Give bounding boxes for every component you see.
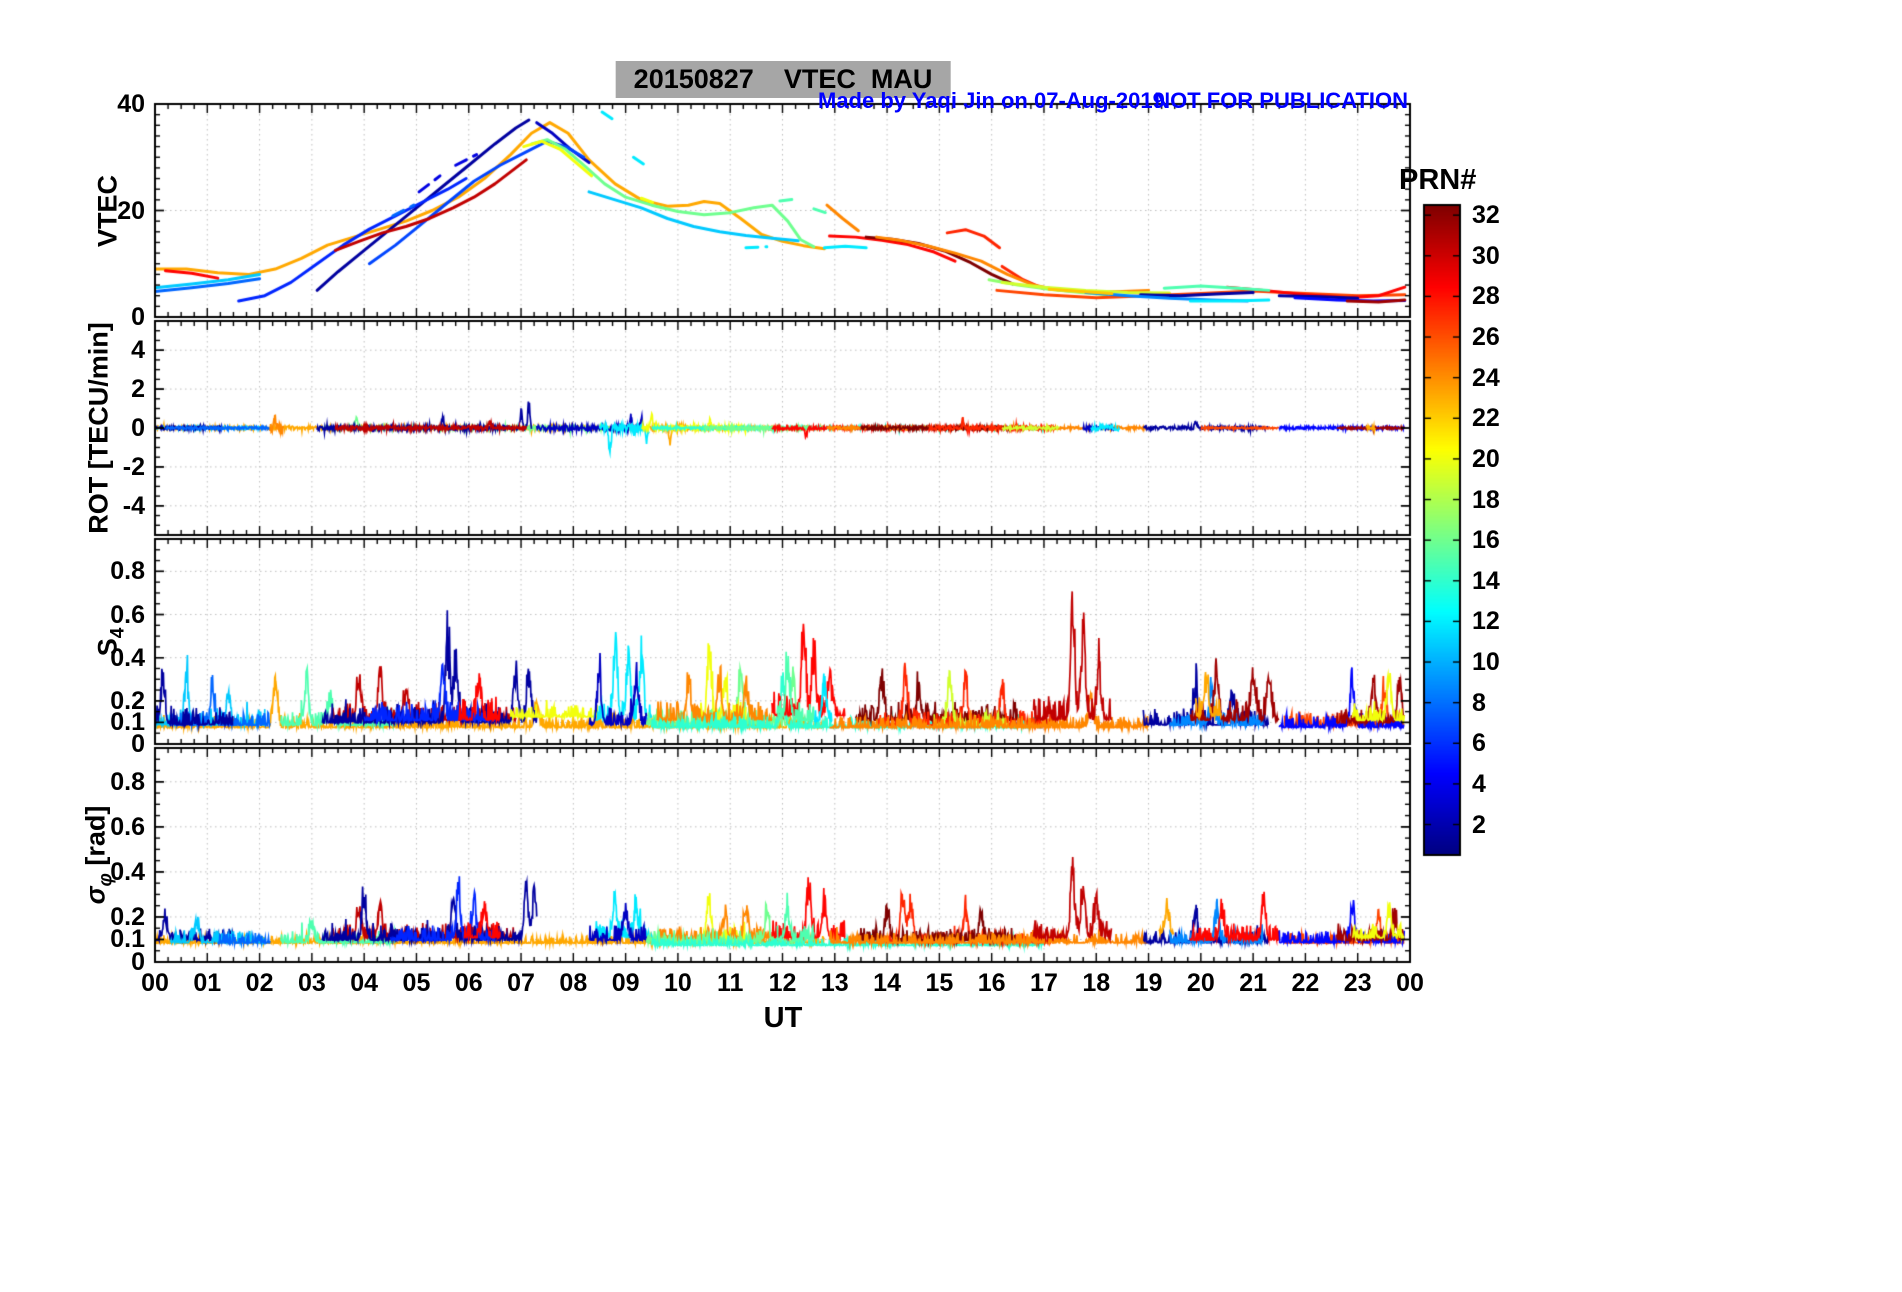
x-tick-label: 00 (141, 969, 169, 997)
x-tick-label: 18 (1082, 969, 1111, 997)
colorbar-tick-label: 10 (1472, 648, 1500, 677)
made-by-note: Made by Yaqi Jin on 07-Aug-2019 (818, 88, 1165, 113)
colorbar-canvas (1422, 203, 1462, 857)
sigma_phi-ytick-label: 0 (131, 948, 145, 976)
not-for-publication-note: NOT FOR PUBLICATION (1154, 88, 1408, 113)
s4-ytick-label: 0.4 (110, 643, 145, 672)
colorbar-tick-label: 32 (1472, 201, 1500, 230)
rot-ytick-label: 4 (131, 336, 145, 365)
x-tick-label: 07 (507, 969, 535, 997)
colorbar-tick-label: 24 (1472, 363, 1500, 392)
colorbar-tick-label: 18 (1472, 485, 1500, 514)
x-tick-label: 19 (1134, 969, 1163, 997)
vtec-ytick-label: 0 (131, 303, 145, 331)
x-tick-label: 10 (664, 969, 692, 997)
x-tick-label: 11 (716, 969, 744, 997)
x-tick-label: 20 (1186, 969, 1215, 997)
colorbar-tick-label: 8 (1472, 688, 1486, 717)
x-tick-label: 21 (1239, 969, 1268, 997)
vtec-ytick-label: 20 (117, 196, 145, 225)
x-tick-label: 00 (1396, 969, 1424, 997)
x-tick-label: 05 (402, 969, 431, 997)
rot-ytick-label: 2 (131, 375, 145, 404)
x-tick-label: 02 (245, 969, 274, 997)
sigma_phi-ytick-label: 0.1 (110, 925, 145, 954)
s4-ytick-label: 0.1 (110, 708, 145, 737)
colorbar-tick-label: 16 (1472, 526, 1500, 555)
x-tick-label: 15 (925, 969, 954, 997)
rot-ytick-label: -2 (122, 452, 145, 481)
s4-ytick-label: 0.6 (110, 600, 145, 629)
x-tick-label: 17 (1030, 969, 1058, 997)
rot-axis-label: ROT [TECU/min] (83, 322, 114, 534)
vtec-ytick-label: 40 (117, 90, 145, 118)
vtec-panel-canvas (153, 102, 1412, 319)
s4-ytick-label: 0 (131, 730, 145, 758)
rot-ytick-label: -4 (122, 491, 145, 520)
x-tick-label: 14 (873, 969, 901, 997)
s4-ytick-label: 0.2 (110, 686, 145, 715)
colorbar-tick-label: 20 (1472, 444, 1500, 473)
figure-title: 20150827 VTEC MAU (615, 61, 951, 98)
vtec-axis-label: VTEC (92, 174, 123, 247)
x-tick-label: 04 (350, 969, 379, 997)
x-tick-label: 16 (977, 969, 1006, 997)
sigma_phi-ytick-label: 0.4 (110, 857, 145, 886)
sigma_phi-panel-canvas (153, 746, 1412, 964)
s4-axis-label: S4 (92, 627, 129, 656)
x-tick-label: 03 (297, 969, 326, 997)
x-tick-label: 13 (820, 969, 849, 997)
colorbar-tick-label: 22 (1472, 404, 1500, 433)
x-tick-label: 01 (193, 969, 222, 997)
colorbar-tick-label: 4 (1472, 769, 1486, 798)
x-tick-label: 06 (454, 969, 483, 997)
x-axis-title: UT (763, 1002, 803, 1034)
colorbar-title: PRN# (1399, 164, 1477, 196)
x-tick-label: 08 (559, 969, 588, 997)
colorbar-tick-label: 28 (1472, 282, 1500, 311)
colorbar-tick-label: 12 (1472, 607, 1500, 636)
x-tick-label: 09 (611, 969, 640, 997)
colorbar-tick-label: 26 (1472, 323, 1500, 352)
colorbar-tick-label: 2 (1472, 810, 1486, 839)
x-tick-label: 12 (768, 969, 797, 997)
sigma_phi-axis-label: σφ [rad] (80, 805, 117, 905)
x-tick-label: 22 (1291, 969, 1320, 997)
colorbar-tick-label: 30 (1472, 241, 1500, 270)
x-tick-label: 23 (1343, 969, 1372, 997)
s4-ytick-label: 0.8 (110, 557, 145, 586)
colorbar-tick-label: 6 (1472, 729, 1486, 758)
rot-ytick-label: 0 (131, 414, 145, 442)
sigma_phi-ytick-label: 0.8 (110, 767, 145, 796)
sigma_phi-ytick-label: 0.2 (110, 902, 145, 931)
s4-panel-canvas (153, 537, 1412, 746)
colorbar-tick-label: 14 (1472, 566, 1500, 595)
sigma_phi-ytick-label: 0.6 (110, 812, 145, 841)
rot-panel-canvas (153, 319, 1412, 537)
